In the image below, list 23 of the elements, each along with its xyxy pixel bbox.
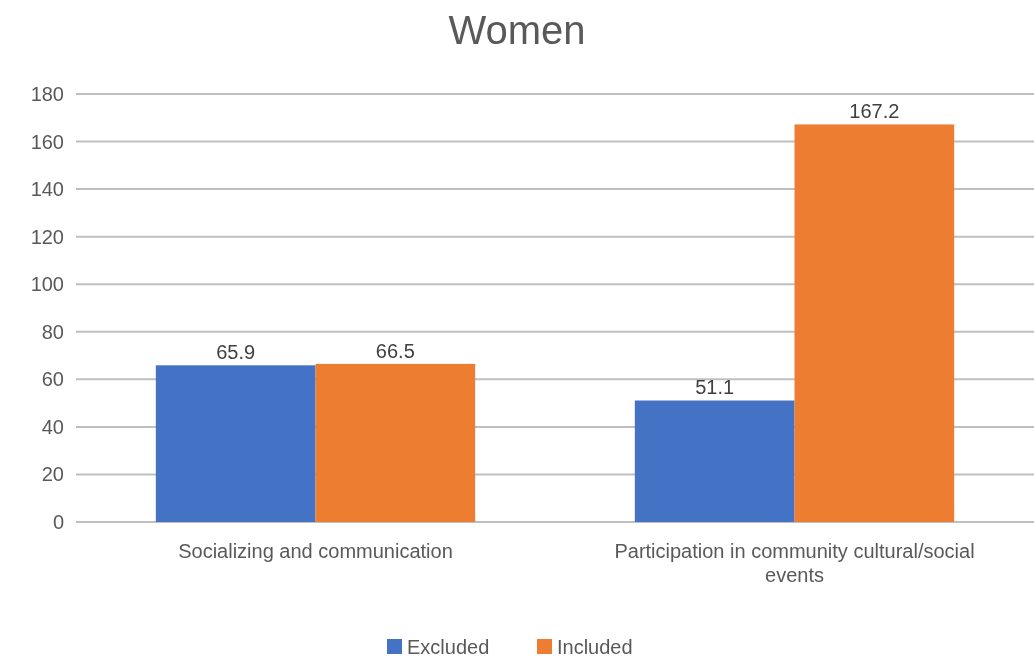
bar — [155, 365, 316, 522]
bar — [634, 400, 795, 522]
legend-label: Included — [557, 636, 633, 658]
y-tick-label: 60 — [41, 368, 64, 391]
y-tick-label: 160 — [30, 130, 64, 153]
bar — [794, 124, 955, 522]
data-label: 51.1 — [695, 376, 735, 399]
x-tick-label: Participation in community cultural/social events — [614, 540, 975, 586]
legend-label: Excluded — [407, 636, 490, 658]
y-tick-label: 100 — [30, 273, 64, 296]
chart-title: Women — [448, 8, 586, 52]
data-label: 65.9 — [216, 341, 256, 364]
y-tick-label: 180 — [30, 83, 64, 105]
y-tick-label: 140 — [30, 178, 64, 201]
y-tick-label: 80 — [41, 320, 64, 343]
data-label: 167.2 — [849, 100, 900, 123]
y-tick-label: 120 — [30, 225, 64, 248]
x-tick-label: Socializing and communication — [178, 540, 453, 562]
data-label: 66.5 — [375, 339, 415, 362]
y-tick-label: 40 — [41, 415, 64, 438]
bar — [315, 363, 476, 522]
y-tick-label: 0 — [52, 511, 64, 533]
y-tick-label: 20 — [41, 463, 64, 486]
